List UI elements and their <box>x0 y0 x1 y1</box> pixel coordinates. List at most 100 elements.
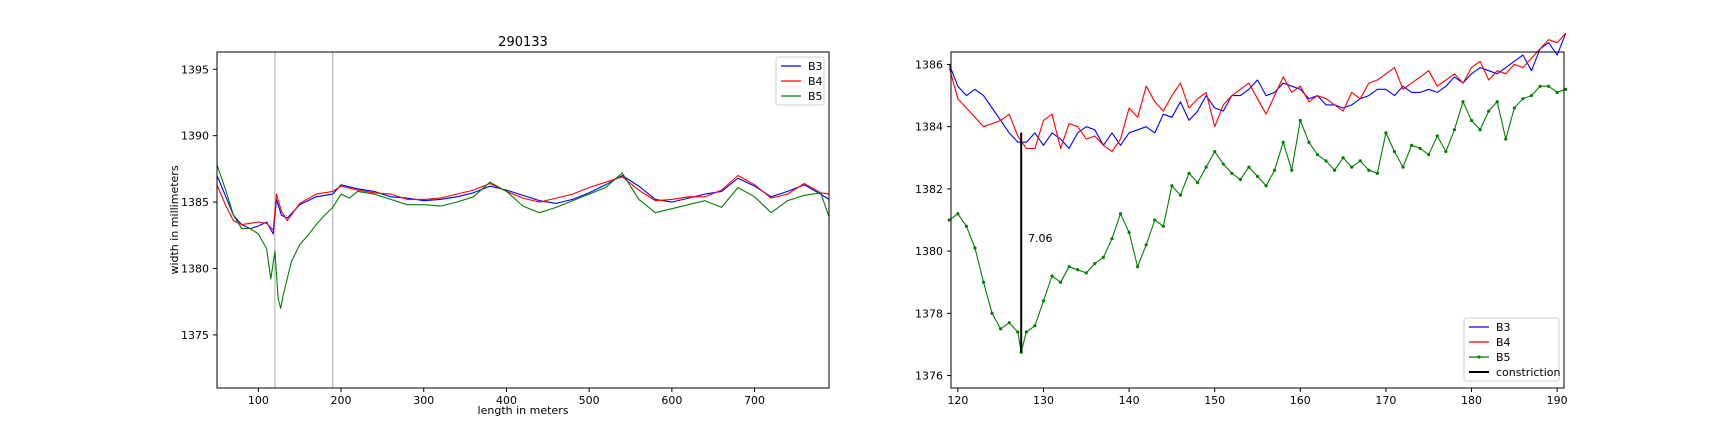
series-point-b5 <box>1367 168 1371 172</box>
series-point-b5 <box>1195 181 1200 185</box>
series-point-b5 <box>947 218 951 222</box>
chart-left-xlabel: length in meters <box>478 404 569 417</box>
series-point-b5 <box>1204 165 1208 169</box>
series-point-b5 <box>1033 324 1037 328</box>
series-point-b5 <box>1512 106 1516 110</box>
legend-label-b5: B5 <box>808 90 823 103</box>
x-tick-label: 130 <box>1033 394 1054 407</box>
x-tick-label: 140 <box>1119 394 1140 407</box>
legend-marker-b5 <box>1477 355 1481 359</box>
series-point-b5 <box>1221 162 1225 166</box>
series-point-b5 <box>1273 168 1277 172</box>
y-tick-label: 1380 <box>181 262 209 275</box>
legend-label-b3: B3 <box>808 60 823 73</box>
chart-right-frame <box>950 51 1565 389</box>
y-tick-label: 1382 <box>915 183 943 196</box>
series-line-b3 <box>216 174 830 235</box>
series-point-b5 <box>999 327 1003 331</box>
series-point-b5 <box>1127 230 1131 235</box>
series-point-b5 <box>1427 153 1431 157</box>
series-point-b5 <box>1161 224 1165 228</box>
series-point-b5 <box>1341 156 1345 160</box>
series-point-b5 <box>973 246 977 250</box>
series-point-b5 <box>1410 143 1414 147</box>
legend-label-b4: B4 <box>1496 336 1511 349</box>
series-point-b5 <box>1401 165 1405 169</box>
series-point-b5 <box>1007 321 1011 325</box>
y-tick-label: 1390 <box>181 130 209 143</box>
y-tick-label: 1376 <box>915 370 943 383</box>
x-tick-label: 160 <box>1290 394 1311 407</box>
series-point-b5 <box>1521 97 1525 101</box>
x-tick-label: 300 <box>413 394 434 407</box>
y-tick-label: 1395 <box>181 63 209 76</box>
series-point-b5 <box>1093 261 1097 266</box>
series-point-b5 <box>1101 255 1105 259</box>
legend-label-b5: B5 <box>1496 351 1511 364</box>
series-point-b5 <box>1435 134 1439 138</box>
series-point-b5 <box>1016 330 1020 334</box>
series-point-b5 <box>1076 268 1080 272</box>
x-tick-label: 170 <box>1375 394 1396 407</box>
series-point-b5 <box>1487 109 1491 113</box>
series-point-b5 <box>1529 93 1534 98</box>
legend-box <box>1463 317 1560 382</box>
series-point-b5 <box>1350 165 1354 169</box>
y-tick-label: 1378 <box>915 307 943 320</box>
series-line-b5 <box>216 164 830 309</box>
series-point-b5 <box>1264 184 1268 188</box>
x-tick-label: 190 <box>1547 394 1568 407</box>
series-point-b5 <box>1444 149 1448 154</box>
series-point-b5 <box>1067 265 1071 269</box>
legend-label-constriction: constriction <box>1496 366 1561 379</box>
x-tick-label: 500 <box>579 394 600 407</box>
series-point-b5 <box>1118 212 1123 216</box>
series-point-b5 <box>1058 280 1063 284</box>
series-point-b5 <box>1255 174 1260 179</box>
series-point-b5 <box>1495 100 1499 104</box>
chart-left-title: 290133 <box>498 35 548 50</box>
chart-left-frame <box>216 51 830 389</box>
series-point-b5 <box>1461 100 1465 104</box>
chart-left-legend: B3 B4 B5 <box>775 56 825 106</box>
series-point-b5 <box>1178 193 1183 197</box>
series-point-b5 <box>1546 84 1551 88</box>
series-point-b5 <box>1110 237 1114 241</box>
chart-left: 290133 length in meters width in millime… <box>168 35 830 417</box>
series-point-b5 <box>1384 131 1388 135</box>
series-point-b5 <box>1153 218 1157 222</box>
series-point-b5 <box>1564 87 1568 91</box>
series-point-b5 <box>1358 159 1362 163</box>
series-point-b5 <box>1555 90 1559 95</box>
series-point-b5 <box>1298 118 1302 123</box>
series-point-b5 <box>1213 149 1217 154</box>
series-line-b4 <box>948 32 1567 153</box>
chart-left-ylabel: width in millimeters <box>168 165 181 274</box>
series-point-b5 <box>1187 171 1191 175</box>
series-point-b5 <box>1041 299 1046 303</box>
series-point-b5 <box>990 311 994 315</box>
x-tick-label: 200 <box>331 394 352 407</box>
x-tick-label: 600 <box>661 394 682 407</box>
series-line-b4 <box>216 174 830 231</box>
series-point-b5 <box>1136 265 1140 269</box>
series-point-b5 <box>1332 168 1337 172</box>
chart-right-legend: B3 B4 B5 constriction <box>1463 317 1561 382</box>
legend-label-b3: B3 <box>1496 321 1511 334</box>
series-point-b5 <box>1084 271 1088 275</box>
series-point-b5 <box>1170 184 1174 188</box>
y-tick-label: 1384 <box>915 121 943 134</box>
series-point-b5 <box>1290 168 1294 172</box>
x-tick-label: 120 <box>947 394 968 407</box>
series-point-b5 <box>1307 140 1311 144</box>
series-point-b5 <box>1315 153 1320 157</box>
series-point-b5 <box>1452 128 1457 132</box>
series-point-b5 <box>956 212 960 216</box>
series-point-b5 <box>1324 159 1328 163</box>
series-point-b5 <box>1050 274 1054 278</box>
x-tick-label: 180 <box>1461 394 1482 407</box>
series-point-b5 <box>1238 177 1242 182</box>
legend-label-b4: B4 <box>808 75 823 88</box>
series-point-b5 <box>1469 118 1474 123</box>
series-point-b5 <box>1375 171 1379 175</box>
